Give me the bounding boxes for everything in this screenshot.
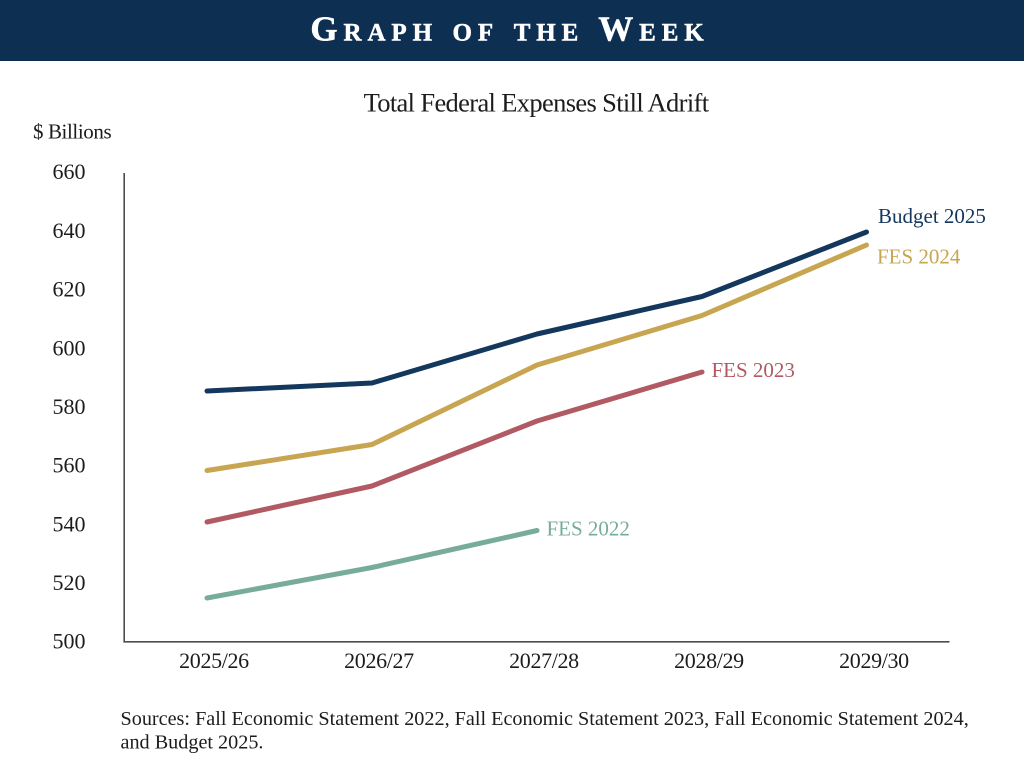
svg-text:2028/29: 2028/29 <box>674 648 744 673</box>
svg-text:Graph of the Week: Graph of the Week <box>310 10 709 49</box>
svg-text:FES 2023: FES 2023 <box>712 358 795 382</box>
svg-text:500: 500 <box>53 629 86 654</box>
svg-text:660: 660 <box>53 159 86 184</box>
svg-text:2027/28: 2027/28 <box>509 648 579 673</box>
svg-text:Sources: Fall Economic Stateme: Sources: Fall Economic Statement 2022, F… <box>121 708 969 730</box>
svg-text:Budget 2025: Budget 2025 <box>878 204 986 228</box>
svg-text:and Budget 2025.: and Budget 2025. <box>121 732 264 754</box>
svg-text:FES 2022: FES 2022 <box>547 516 630 540</box>
svg-text:Total Federal Expenses Still A: Total Federal Expenses Still Adrift <box>364 88 710 118</box>
svg-text:640: 640 <box>53 218 86 243</box>
svg-text:600: 600 <box>53 335 86 360</box>
svg-text:$ Billions: $ Billions <box>33 119 111 143</box>
svg-text:FES 2024: FES 2024 <box>877 245 961 269</box>
svg-text:2029/30: 2029/30 <box>839 648 909 673</box>
svg-text:520: 520 <box>53 570 86 595</box>
svg-text:580: 580 <box>53 394 86 419</box>
svg-text:2025/26: 2025/26 <box>179 648 249 673</box>
svg-text:620: 620 <box>53 277 86 302</box>
svg-text:2026/27: 2026/27 <box>344 648 414 673</box>
svg-text:540: 540 <box>53 511 86 536</box>
svg-text:560: 560 <box>53 453 86 478</box>
